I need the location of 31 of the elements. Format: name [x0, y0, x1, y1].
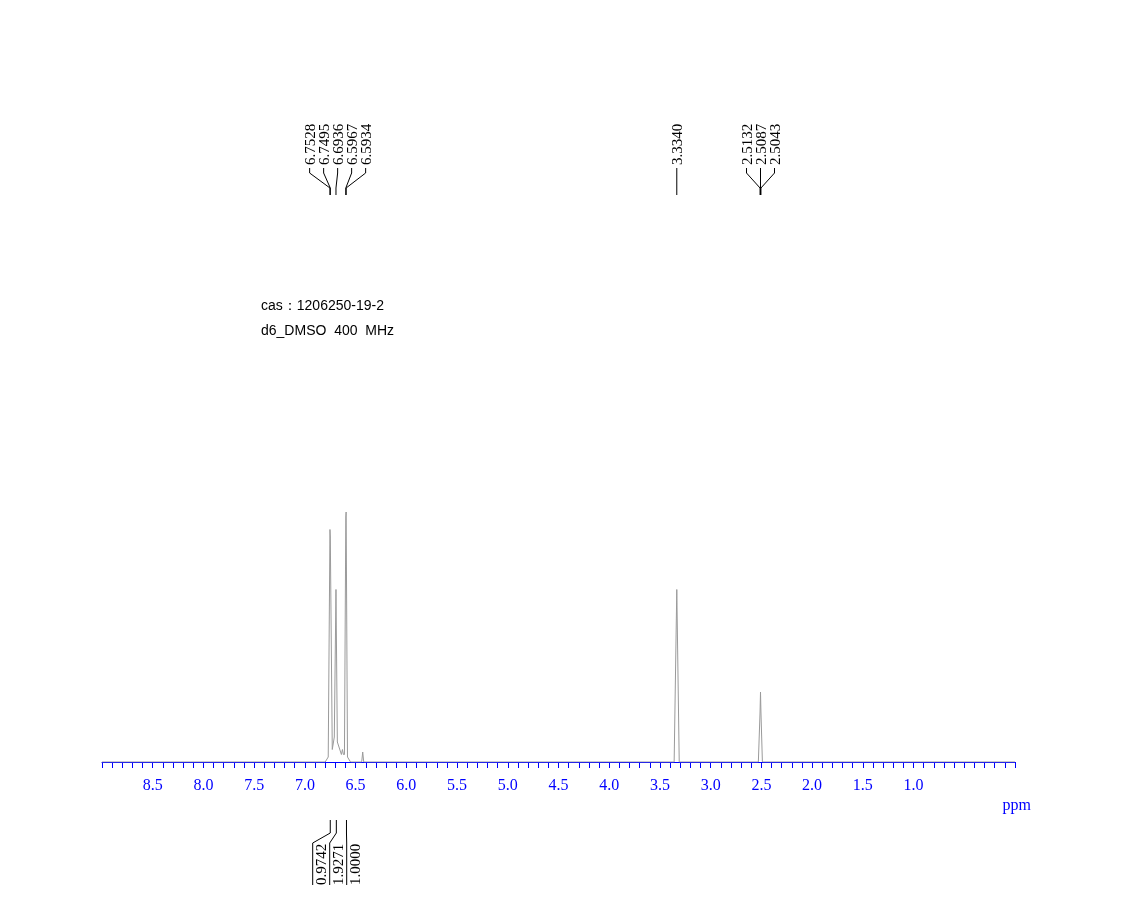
x-tick-label: 5.0: [497, 775, 518, 793]
annotation: 2.5087: [752, 123, 769, 165]
x-tick-label: 6.5: [345, 775, 366, 793]
text: d6_DMSO 400 MHz: [261, 322, 395, 338]
x-tick-label: 1.0: [903, 775, 924, 793]
annotation: 6.5967: [343, 123, 360, 165]
annotation: 2.5132: [738, 123, 755, 165]
x-tick-label: 8.0: [193, 775, 214, 793]
x-tick-label: 4.5: [548, 775, 569, 793]
annotation: 0.9742: [312, 843, 329, 885]
x-tick-label: 3.0: [700, 775, 721, 793]
x-tick-label: 4.0: [599, 775, 620, 793]
text: cas：1206250-19-2: [261, 297, 385, 313]
annotation: 3.3340: [668, 123, 685, 165]
x-tick-label: 3.5: [649, 775, 670, 793]
annotation: 1.0000: [346, 843, 363, 885]
annotation: 6.7528: [301, 123, 318, 165]
annotation: 6.6936: [329, 123, 346, 165]
x-tick-label: 8.5: [142, 775, 163, 793]
x-tick-label: 2.0: [802, 775, 823, 793]
annotation: 1.9271: [329, 843, 346, 885]
annotation: 2.5043: [766, 123, 783, 165]
annotation: 6.5934: [357, 123, 374, 165]
x-tick-label: 5.5: [447, 775, 468, 793]
x-tick-label: 7.5: [244, 775, 265, 793]
x-tick-label: 2.5: [751, 775, 772, 793]
annotation: 6.7495: [315, 123, 332, 165]
x-tick-label: 6.0: [396, 775, 417, 793]
x-axis-title: ppm: [1002, 795, 1032, 814]
x-tick-label: 1.5: [852, 775, 873, 793]
x-tick-label: 7.0: [294, 775, 315, 793]
